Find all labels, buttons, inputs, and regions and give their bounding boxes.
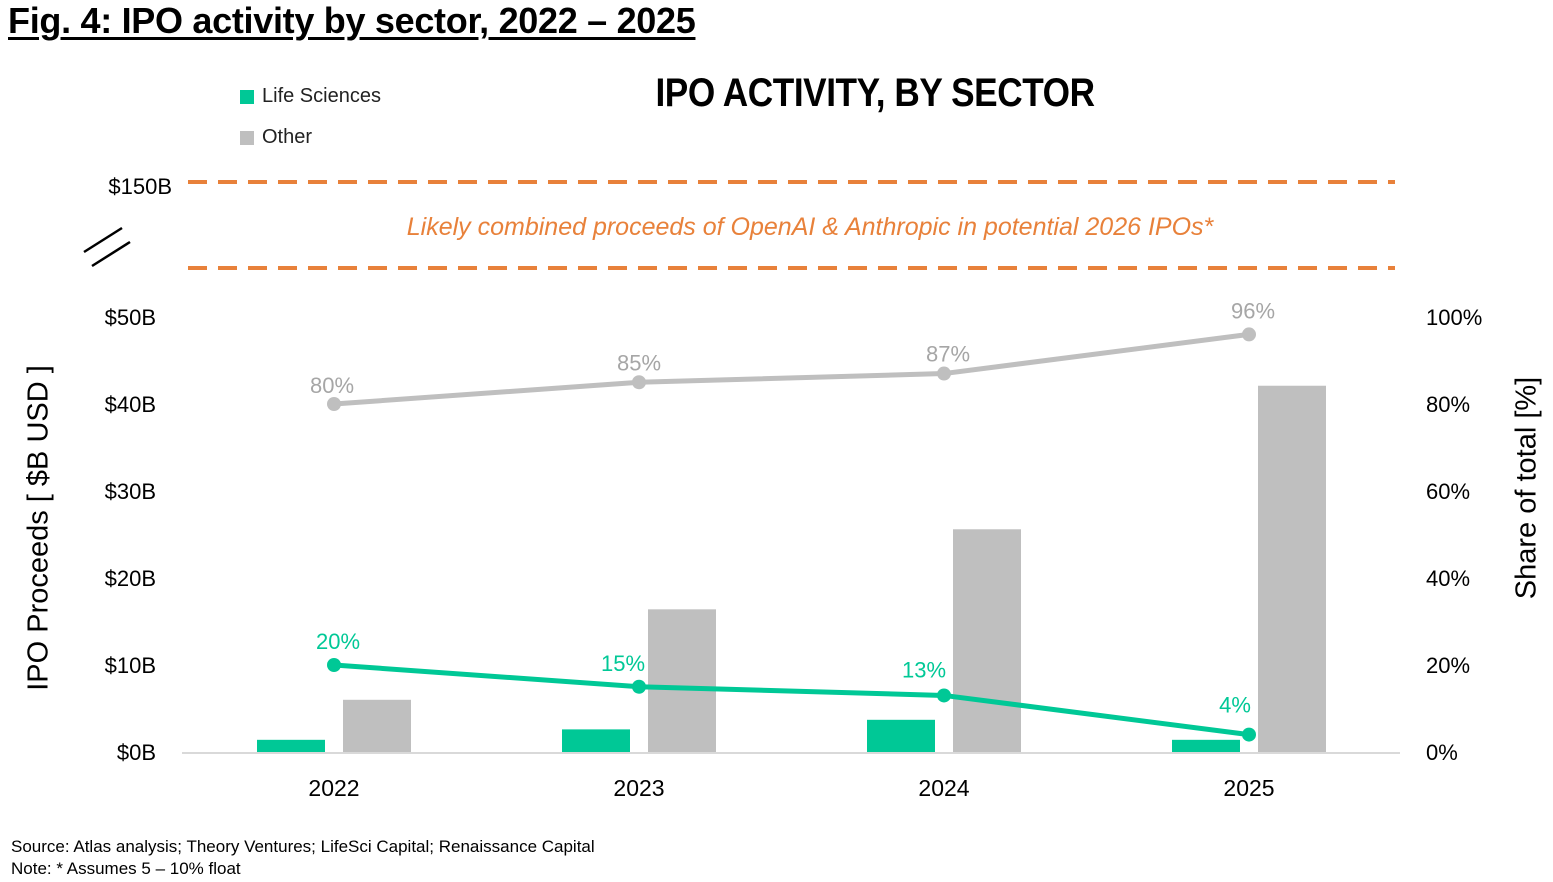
- figure-title: Fig. 4: IPO activity by sector, 2022 – 2…: [8, 0, 696, 41]
- x-tick-label: 2023: [613, 775, 664, 801]
- bar-life-sciences: [562, 729, 630, 752]
- life-sciences-share-point: [327, 658, 341, 672]
- legend-label-life-sciences: Life Sciences: [262, 85, 381, 107]
- other-share-data-label: 87%: [926, 342, 970, 367]
- legend-swatch-other: [240, 130, 254, 145]
- legend-label-other: Other: [262, 126, 313, 148]
- y-tick-label-left: $20B: [105, 566, 156, 591]
- y-tick-label-right: 0%: [1426, 740, 1458, 765]
- bar-other: [343, 699, 411, 752]
- y-axis-left: $0B $10B $20B $30B $40B $50B: [105, 305, 156, 765]
- source-text: Source: Atlas analysis; Theory Ventures;…: [11, 837, 595, 856]
- other-share-data-label: 85%: [617, 350, 661, 375]
- y-tick-label-left: $0B: [117, 740, 156, 765]
- y-tick-label-left: $50B: [105, 305, 156, 330]
- life-sciences-share-point: [1242, 727, 1256, 742]
- axis-break-icon: [83, 226, 131, 268]
- bar-life-sciences: [867, 719, 935, 752]
- x-tick-label: 2022: [308, 775, 359, 801]
- bar-other: [648, 609, 716, 752]
- lines-group: 80% 85% 87% 96% 20% 15% 13% 4%: [310, 298, 1275, 742]
- x-tick-label: 2024: [918, 775, 969, 801]
- bar-life-sciences: [257, 739, 325, 752]
- other-share-point: [937, 366, 951, 381]
- life-sciences-share-data-label: 4%: [1219, 693, 1251, 718]
- y-tick-label-right: 100%: [1426, 305, 1482, 330]
- x-tick-label: 2025: [1223, 775, 1274, 801]
- y-tick-label-left: $30B: [105, 479, 156, 504]
- y-axis-right: 0% 20% 40% 60% 80% 100%: [1426, 305, 1482, 765]
- annotation-text: Likely combined proceeds of OpenAI & Ant…: [407, 213, 1215, 241]
- bar-life-sciences: [1172, 739, 1240, 752]
- other-share-data-label: 96%: [1231, 298, 1275, 323]
- y-tick-label-right: 40%: [1426, 566, 1470, 591]
- other-share-line: [333, 331, 1250, 407]
- life-sciences-share-line: [333, 662, 1250, 738]
- note-text: Note: * Assumes 5 – 10% float: [11, 859, 241, 878]
- y-tick-label-left: $10B: [105, 653, 156, 678]
- bar-other: [953, 529, 1021, 752]
- chart-legend: Life Sciences Other: [240, 76, 381, 158]
- life-sciences-share-point: [937, 688, 951, 703]
- legend-item-life-sciences: Life Sciences: [240, 76, 381, 117]
- life-sciences-share-data-label: 13%: [902, 657, 946, 682]
- other-share-point: [1242, 327, 1256, 342]
- life-sciences-share-data-label: 15%: [601, 651, 645, 676]
- source-note: Source: Atlas analysis; Theory Ventures;…: [11, 836, 595, 880]
- life-sciences-share-point: [632, 679, 646, 694]
- y-tick-label-right: 60%: [1426, 479, 1470, 504]
- x-axis: 2022 2023 2024 2025: [308, 775, 1274, 801]
- chart-title: IPO ACTIVITY, BY SECTOR: [655, 71, 1095, 115]
- y-tick-label-left: $40B: [105, 392, 156, 417]
- y-tick-label-right: 20%: [1426, 653, 1470, 678]
- legend-item-other: Other: [240, 117, 381, 158]
- life-sciences-share-data-label: 20%: [316, 629, 360, 654]
- y-tick-break-upper: $150B: [108, 174, 172, 199]
- legend-swatch-life-sciences: [240, 89, 254, 104]
- other-share-data-label: 80%: [310, 373, 354, 398]
- bar-other: [1258, 385, 1326, 752]
- other-share-point: [632, 375, 646, 390]
- other-share-point: [327, 397, 341, 411]
- y-tick-label-right: 80%: [1426, 392, 1470, 417]
- bars-group: [257, 385, 1326, 752]
